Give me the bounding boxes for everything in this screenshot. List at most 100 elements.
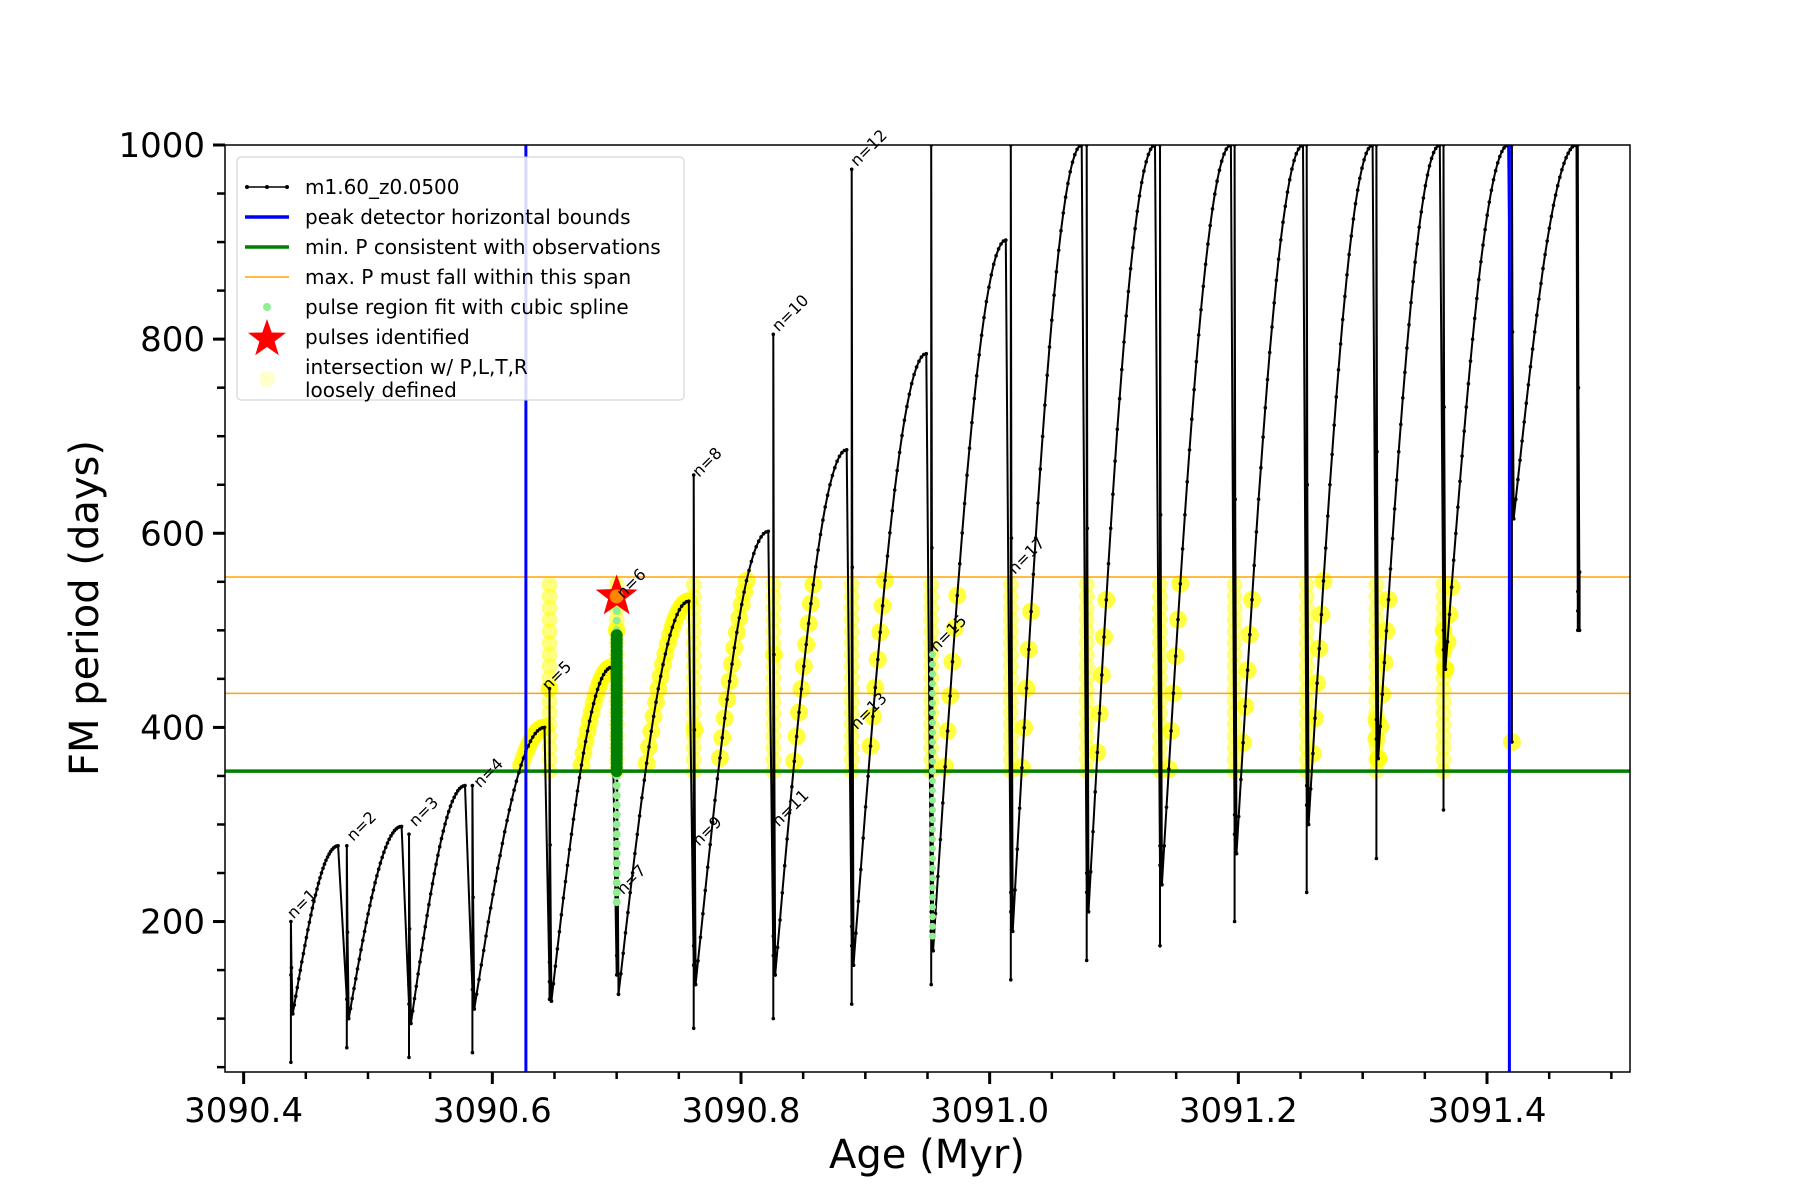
track-point — [892, 488, 897, 492]
track-point — [1160, 882, 1164, 887]
track-point — [385, 841, 390, 845]
track-point — [941, 801, 945, 805]
track-point — [595, 687, 600, 692]
track-point — [1576, 589, 1580, 594]
track-point — [931, 948, 935, 953]
track-point — [407, 927, 412, 931]
track-point — [725, 697, 729, 702]
track-point — [970, 420, 974, 425]
spline-point — [929, 777, 936, 785]
track-point — [549, 999, 554, 1003]
track-point — [1464, 405, 1469, 409]
track-point — [507, 808, 512, 812]
track-point — [780, 891, 785, 895]
track-point — [542, 725, 547, 730]
track-point — [1520, 439, 1524, 443]
axes-layer: 3090.4 3090.6 3090.8 3091.0 3091.2 3091.4 200 4… — [118, 126, 1613, 1131]
loose-intersection-point — [541, 576, 558, 593]
track-point — [548, 843, 552, 847]
track-point — [710, 820, 715, 824]
spline-point — [929, 835, 936, 843]
track-point — [856, 899, 861, 904]
track-point — [863, 805, 868, 809]
track-point — [1146, 152, 1151, 157]
track-point — [1222, 152, 1226, 156]
track-point — [950, 659, 955, 664]
track-point — [1199, 308, 1203, 312]
track-point — [1100, 673, 1104, 677]
track-point — [1306, 822, 1311, 827]
track-point — [1139, 180, 1144, 185]
track-point — [883, 578, 887, 583]
track-point — [1449, 585, 1454, 589]
track-point — [1311, 751, 1315, 756]
track-point — [1386, 597, 1391, 602]
track-point — [1441, 628, 1446, 633]
loose-intersection-point — [541, 635, 558, 651]
track-point — [821, 518, 825, 522]
track-point — [1010, 929, 1015, 934]
track-point — [1292, 158, 1296, 163]
track-point — [873, 685, 878, 690]
track-point — [303, 943, 307, 948]
track-point — [1088, 869, 1093, 874]
track-point — [735, 630, 739, 635]
track-point — [300, 960, 304, 964]
track-point — [868, 744, 873, 748]
track-point — [1315, 681, 1319, 685]
track-point — [1196, 333, 1201, 337]
spline-point — [612, 616, 621, 625]
track-point — [930, 546, 934, 550]
track-point — [369, 895, 374, 900]
track-point — [354, 976, 358, 981]
track-point — [802, 664, 806, 669]
track-point — [488, 906, 493, 910]
track-point — [481, 948, 486, 953]
track-point — [294, 994, 298, 998]
track-point — [1451, 558, 1456, 562]
track-point — [512, 788, 516, 792]
track-point — [470, 987, 475, 992]
track-point — [1167, 767, 1171, 771]
spline-point — [929, 709, 936, 717]
track-point — [1378, 724, 1383, 729]
track-point — [345, 1045, 349, 1050]
track-point — [623, 931, 628, 935]
track-point — [345, 930, 350, 934]
series-line-m1.60_z0.0500 — [289, 145, 1581, 1063]
track-point — [804, 642, 808, 647]
track-point — [486, 920, 491, 924]
track-point — [325, 855, 330, 859]
track-point — [1267, 350, 1272, 355]
track-point — [1045, 373, 1049, 378]
track-point — [1500, 149, 1504, 154]
track-point — [749, 559, 754, 564]
track-point — [771, 332, 776, 337]
track-point — [1334, 395, 1339, 399]
spline-point — [929, 816, 936, 824]
track-point — [1518, 458, 1522, 463]
track-point — [1233, 497, 1237, 502]
track-point — [1475, 296, 1479, 301]
track-point — [1294, 151, 1299, 156]
track-point — [1495, 161, 1500, 165]
track-point — [298, 968, 303, 973]
track-point — [722, 716, 727, 720]
track-point — [382, 850, 386, 854]
track-point — [797, 710, 801, 715]
loose-intersection-point — [541, 611, 558, 628]
track-point — [1093, 790, 1097, 794]
track-point — [364, 920, 369, 925]
track-point — [809, 601, 813, 606]
track-point — [315, 887, 319, 891]
track-point — [1472, 316, 1477, 321]
track-point — [1417, 225, 1421, 229]
track-point — [628, 890, 632, 895]
track-point — [297, 977, 301, 981]
track-point — [1576, 385, 1581, 390]
track-point — [421, 936, 426, 940]
track-point — [565, 863, 570, 868]
track-point — [663, 652, 668, 656]
track-point — [1547, 226, 1552, 231]
track-point — [677, 608, 682, 612]
